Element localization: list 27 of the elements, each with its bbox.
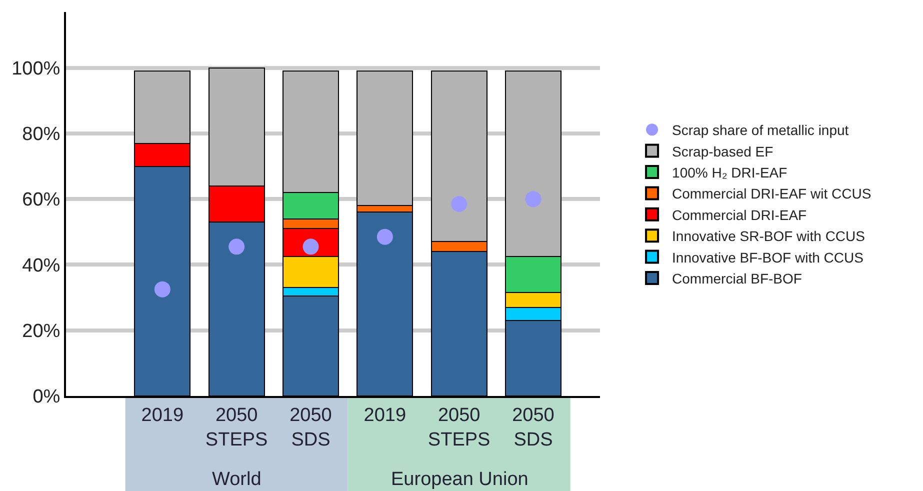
- y-tick-label: 20%: [22, 321, 60, 342]
- y-tick-label: 0%: [32, 386, 60, 408]
- y-tick-label: 60%: [22, 190, 60, 211]
- x-tick-label: 2050 STEPS: [205, 404, 268, 450]
- legend-label: Scrap share of metallic input: [672, 122, 849, 138]
- y-tick-label: 80%: [22, 124, 60, 146]
- y-tick-label: 100%: [12, 58, 60, 80]
- x-tick-label: 2050 SDS: [290, 404, 332, 450]
- x-tick-label: 2050 SDS: [512, 404, 554, 450]
- legend-label: Commercial DRI-EAF: [672, 206, 807, 223]
- legend-label: Innovative BF-BOF with CCUS: [672, 249, 864, 266]
- text: European Union: [391, 469, 528, 490]
- point: [228, 238, 245, 255]
- legend-label: Commercial DRI-EAF wit CCUS: [672, 186, 872, 202]
- point: [154, 281, 170, 298]
- legend-label: Innovative SR-BOF with CCUS: [672, 228, 865, 244]
- legend-label: Scrap-based EF: [672, 143, 774, 160]
- point: [451, 196, 468, 212]
- point: [376, 228, 393, 245]
- text: World: [212, 469, 262, 490]
- legend-label: 100% H₂ DRI-EAF: [672, 164, 788, 180]
- x-tick-label: 2019: [141, 404, 184, 426]
- x-tick-label: 2050 STEPS: [428, 404, 490, 450]
- y-tick-label: 40%: [22, 255, 60, 276]
- x-tick-label: 2019: [364, 404, 406, 426]
- legend-label: Commercial BF-BOF: [672, 270, 802, 286]
- point: [525, 191, 542, 208]
